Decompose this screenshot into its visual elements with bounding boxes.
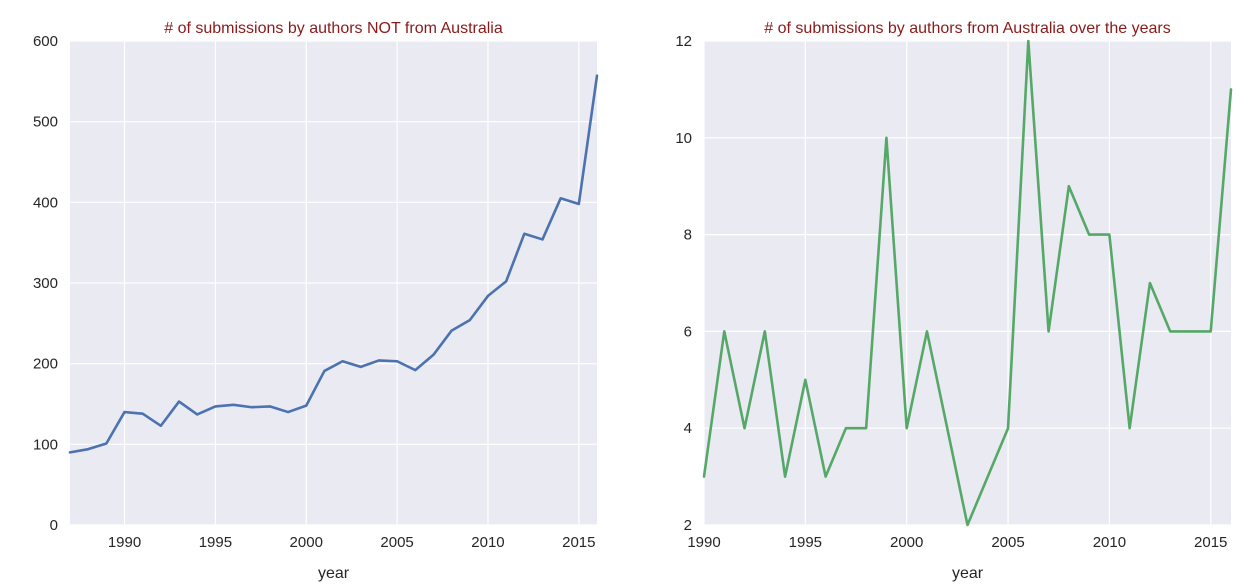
y-tick-label: 0 bbox=[50, 517, 58, 534]
y-tick-label: 600 bbox=[33, 33, 58, 50]
x-tick-label: 2005 bbox=[991, 534, 1024, 551]
chart-2: 1990 1995 2000 2005 2010 2015 2 4 6 8 10 12 # of sub… bbox=[675, 20, 1233, 582]
y-tick-label: 400 bbox=[33, 194, 58, 211]
y-tick-label: 500 bbox=[33, 114, 58, 131]
x-tick-label: 1990 bbox=[687, 534, 720, 551]
x-tick-label: 2005 bbox=[380, 534, 413, 551]
y-tick-label: 300 bbox=[33, 275, 58, 292]
x-tick-label: 2010 bbox=[471, 534, 504, 551]
chart-title: # of submissions by authors from Austral… bbox=[764, 20, 1170, 37]
series-line-1 bbox=[68, 74, 599, 454]
y-tick-label: 100 bbox=[33, 436, 58, 453]
x-axis-label: year bbox=[952, 565, 984, 582]
x-tick-label: 1990 bbox=[108, 534, 141, 551]
chart-title: # of submissions by authors NOT from Aus… bbox=[164, 20, 503, 37]
y-tick-label: 4 bbox=[684, 420, 692, 437]
x-tick-label: 2010 bbox=[1093, 534, 1126, 551]
y-tick-label: 12 bbox=[675, 33, 692, 50]
y-tick-label: 200 bbox=[33, 356, 58, 373]
x-tick-label: 1995 bbox=[199, 534, 232, 551]
plot-area bbox=[704, 41, 1231, 525]
series-line-1 bbox=[702, 39, 1233, 527]
x-tick-label: 2000 bbox=[890, 534, 923, 551]
y-tick-label: 2 bbox=[684, 517, 692, 534]
x-tick-label: 2000 bbox=[290, 534, 323, 551]
x-axis-label: year bbox=[318, 565, 350, 582]
x-tick-label: 2015 bbox=[562, 534, 595, 551]
y-tick-label: 8 bbox=[684, 227, 692, 244]
y-tick-label: 6 bbox=[684, 323, 692, 340]
x-tick-label: 2015 bbox=[1194, 534, 1227, 551]
y-tick-label: 10 bbox=[675, 130, 692, 147]
x-tick-label: 1995 bbox=[789, 534, 822, 551]
chart-1: 1990 1995 2000 2005 2010 2015 0 100 200 300 400 500… bbox=[33, 20, 599, 582]
